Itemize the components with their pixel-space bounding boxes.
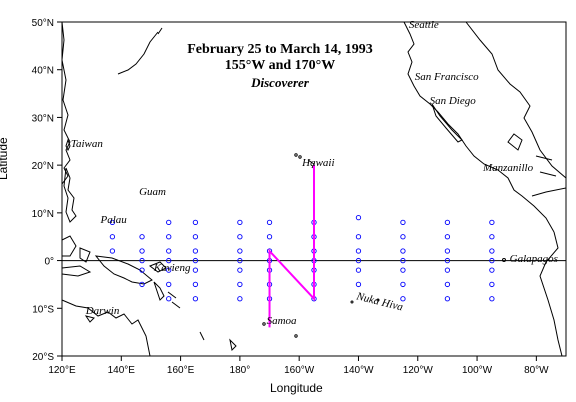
buoy-marker — [266, 234, 273, 240]
buoy-marker — [489, 257, 495, 264]
y-tick-label: 50°N — [32, 18, 54, 29]
x-tick-label: 140°E — [108, 365, 136, 376]
buoy-marker — [109, 248, 116, 254]
place-label: Samoa — [266, 314, 297, 327]
buoy-marker — [139, 281, 145, 288]
buoy-marker — [444, 267, 451, 273]
buoy-marker — [489, 267, 495, 273]
buoy-marker — [237, 219, 243, 226]
buoy-marker — [355, 234, 362, 240]
x-tick-label: 120°W — [403, 365, 434, 376]
axis-ticks: 120°E 140°E 160°E 180° 160°W 140°W 120°W 100°W 8… — [32, 18, 550, 376]
place-label: Kavieng — [153, 262, 191, 275]
buoy-marker — [139, 234, 145, 240]
buoy-marker — [139, 257, 145, 264]
buoy-marker — [166, 267, 172, 273]
buoy-marker — [166, 234, 172, 240]
x-tick-label: 160°W — [284, 365, 315, 376]
buoy-marker — [237, 234, 243, 240]
x-tick-label: 120°E — [48, 365, 76, 376]
map-title-dates: February 25 to March 14, 1993 — [187, 42, 373, 57]
x-tick-label: 180° — [230, 365, 251, 376]
buoy-marker — [489, 219, 495, 226]
x-tick-label: 100°W — [462, 365, 493, 376]
place-label: Hawaii — [302, 157, 335, 170]
buoy-marker — [400, 248, 406, 254]
buoy-marker — [444, 234, 451, 240]
buoy-marker — [489, 234, 495, 240]
buoy-marker — [355, 267, 362, 273]
y-tick-label: 20°N — [32, 161, 54, 172]
buoy-marker — [489, 248, 495, 254]
buoy-marker — [444, 248, 451, 254]
buoy-marker — [166, 281, 172, 288]
x-axis-title: Longitude — [270, 381, 323, 395]
buoy-marker — [237, 257, 243, 264]
buoy-marker — [192, 267, 199, 273]
map-title-longitudes: 155°W and 170°W — [224, 58, 336, 73]
place-label: Darwin — [85, 305, 120, 318]
buoy-marker — [237, 281, 243, 288]
buoy-marker — [192, 257, 199, 264]
place-label: Taiwan — [70, 138, 103, 151]
buoy-marker — [400, 257, 406, 264]
buoy-marker — [400, 234, 406, 240]
y-axis-title: Latitude — [0, 137, 10, 180]
y-tick-label: 20°S — [32, 352, 54, 363]
buoy-marker — [166, 248, 172, 254]
buoy-marker — [400, 281, 406, 288]
y-tick-label: 0° — [44, 257, 54, 268]
buoy-marker — [166, 296, 172, 302]
place-label: San Diego — [429, 95, 476, 108]
buoy-marker — [444, 281, 451, 288]
buoy-marker — [355, 281, 362, 288]
buoy-marker — [444, 296, 451, 302]
buoy-marker — [237, 248, 243, 254]
buoy-marker — [139, 248, 145, 254]
buoy-marker — [489, 296, 495, 302]
ship-track-line — [268, 165, 315, 328]
place-label: Seattle — [408, 18, 439, 31]
buoy-marker — [109, 219, 116, 226]
y-tick-label: 40°N — [32, 66, 54, 77]
x-tick-label: 80°W — [524, 365, 549, 376]
y-tick-label: 10°S — [32, 304, 54, 315]
buoy-marker — [400, 296, 406, 302]
buoy-marker — [444, 257, 451, 264]
buoy-marker — [237, 267, 243, 273]
place-label: Galapagos — [509, 252, 558, 265]
x-tick-label: 160°E — [167, 365, 195, 376]
buoy-marker — [237, 296, 243, 302]
map-title-ship: Discoverer — [251, 75, 309, 90]
map-frame — [61, 21, 567, 357]
buoy-marker — [400, 219, 406, 226]
buoy-marker — [400, 267, 406, 273]
place-label: Palau — [100, 214, 127, 227]
x-tick-label: 140°W — [343, 365, 374, 376]
mooring-array — [109, 214, 495, 302]
buoy-marker — [166, 257, 172, 264]
buoy-marker — [192, 219, 199, 226]
buoy-marker — [109, 234, 116, 240]
place-label: Guam — [139, 185, 166, 198]
buoy-marker — [192, 248, 199, 254]
place-label: Manzanillo — [482, 161, 534, 174]
buoy-marker — [489, 281, 495, 288]
buoy-marker — [166, 219, 172, 226]
y-tick-label: 30°N — [32, 113, 54, 124]
buoy-marker — [192, 296, 199, 302]
buoy-marker — [444, 219, 451, 226]
landmasses — [61, 21, 567, 357]
buoy-marker — [192, 281, 199, 288]
buoy-marker — [355, 257, 362, 264]
buoy-marker — [139, 267, 145, 273]
place-label: San Francisco — [414, 71, 479, 84]
y-tick-label: 10°N — [32, 209, 54, 220]
buoy-marker — [266, 219, 273, 226]
buoy-marker — [355, 214, 362, 221]
buoy-marker — [355, 248, 362, 254]
buoy-marker — [192, 234, 199, 240]
